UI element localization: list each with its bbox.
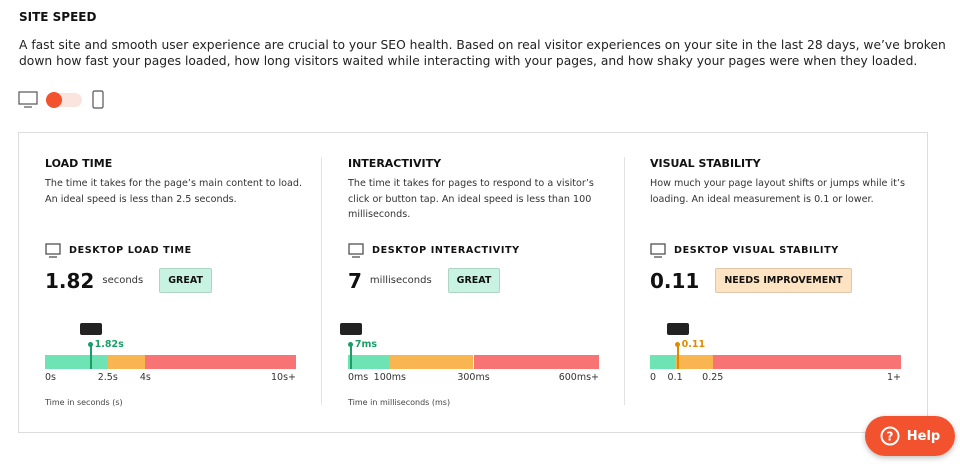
axis-note: Time in seconds (s): [45, 398, 123, 407]
scale-label: 4s: [139, 372, 151, 383]
section-description: A fast site and smooth user experience a…: [19, 38, 946, 68]
metric-label: DESKTOP LOAD TIME: [69, 245, 192, 256]
marker-stem: [89, 344, 92, 369]
marker-label: 7ms: [354, 339, 378, 350]
metric-value: 7: [348, 268, 362, 293]
gauge-segment: [45, 355, 108, 369]
metric-unit: milliseconds: [369, 275, 432, 286]
metric-value: 0.11: [650, 268, 700, 293]
divider: [321, 157, 322, 405]
metric-row: 1.82 seconds GREAT: [45, 268, 212, 293]
scale-label: 0: [650, 372, 657, 383]
scale-label: 0s: [45, 372, 56, 383]
gauge-segment: [389, 355, 474, 369]
gauge-segment: [107, 355, 146, 369]
help-icon: ?: [880, 426, 900, 446]
marker-label: 0.11: [681, 339, 706, 350]
metric-unit: seconds: [102, 275, 144, 286]
section-title: SITE SPEED: [19, 10, 97, 24]
device-toggle[interactable]: [18, 90, 118, 110]
card-description: How much your page layout shifts or jump…: [650, 178, 905, 205]
desktop-icon: [348, 243, 364, 258]
metric-row: 7 milliseconds GREAT: [348, 268, 501, 293]
marker-dot: [675, 342, 681, 347]
scale-label: 100ms: [373, 372, 406, 383]
marker-dot: [348, 342, 354, 347]
marker-bubble: [666, 323, 689, 335]
help-button[interactable]: ? Help: [865, 416, 955, 456]
scale-label: 2.5s: [97, 372, 118, 383]
marker-bubble: [339, 323, 362, 335]
gauge-segment: [348, 355, 390, 369]
metric-value: 1.82: [45, 268, 95, 293]
scale-label: 0.25: [702, 372, 724, 383]
scale-label: 0ms: [348, 372, 369, 383]
scale-label: 1+: [886, 372, 901, 383]
scale-label: 600ms+: [558, 372, 599, 383]
metric-label: DESKTOP INTERACTIVITY: [372, 245, 520, 256]
desktop-icon: [650, 243, 666, 258]
gauge-segment: [675, 355, 713, 369]
gauge-segment: [650, 355, 676, 369]
help-label: Help: [906, 428, 941, 444]
status-badge: GREAT: [159, 268, 212, 293]
metrics-panel: [18, 132, 928, 433]
marker-stem: [349, 344, 352, 369]
metric-label: DESKTOP VISUAL STABILITY: [674, 245, 839, 256]
svg-text:?: ?: [886, 430, 893, 444]
metric-row: 0.11 NEEDS IMPROVEMENT: [650, 268, 852, 293]
gauge-segment: [473, 355, 599, 369]
marker-label: 1.82s: [94, 339, 124, 350]
gauge-segment: [712, 355, 901, 369]
status-badge: GREAT: [447, 268, 501, 293]
axis-note: Time in milliseconds (ms): [348, 398, 451, 407]
gauge-segment: [145, 355, 296, 369]
scale-label: 10s+: [271, 372, 296, 383]
desktop-icon: [45, 243, 61, 258]
marker-stem: [676, 344, 679, 369]
card-title: LOAD TIME: [45, 157, 113, 170]
card-description: The time it takes for pages to respond t…: [348, 178, 594, 220]
card-title: INTERACTIVITY: [348, 157, 442, 170]
status-badge: NEEDS IMPROVEMENT: [715, 268, 852, 293]
card-title: VISUAL STABILITY: [650, 157, 761, 170]
card-description: The time it takes for the page’s main co…: [45, 178, 303, 205]
marker-bubble: [79, 323, 102, 335]
divider: [624, 157, 625, 405]
scale-label: 300ms: [457, 372, 490, 383]
scale-label: 0.1: [667, 372, 683, 383]
marker-dot: [88, 342, 94, 347]
